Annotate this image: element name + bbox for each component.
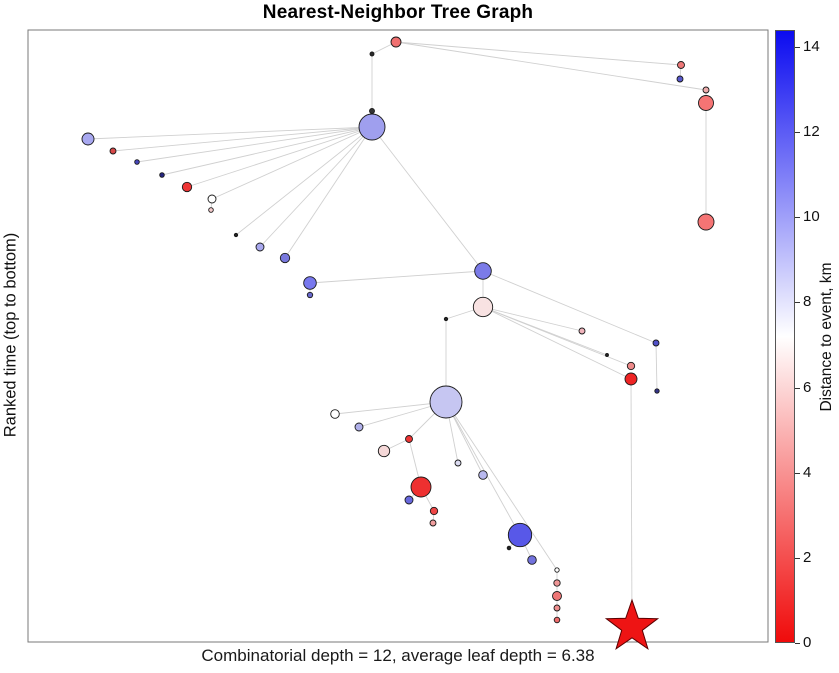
colorbar-label: Distance to event, km xyxy=(818,262,835,412)
event-edge xyxy=(630,378,633,628)
caption-text: Combinatorial depth = 12, average leaf d… xyxy=(201,646,595,665)
colorbar-tick xyxy=(795,472,800,474)
colorbar-tick xyxy=(795,47,800,48)
graph-node xyxy=(624,372,638,386)
colorbar-tick-label: 6 xyxy=(803,378,812,396)
graph-node xyxy=(474,262,492,280)
colorbar-tick-label: 2 xyxy=(803,548,812,566)
graph-node xyxy=(443,316,449,322)
graph-node xyxy=(506,545,512,551)
colorbar-tick-label: 10 xyxy=(803,208,820,226)
graph-edge xyxy=(309,270,484,284)
graph-edge xyxy=(655,342,658,392)
graph-node xyxy=(181,181,193,193)
colorbar-tick xyxy=(795,217,800,219)
graph-node xyxy=(553,604,561,612)
graph-node xyxy=(454,459,462,467)
graph-edge xyxy=(482,270,657,344)
graph-node xyxy=(652,339,660,347)
graph-node xyxy=(208,207,214,213)
graph-node xyxy=(697,213,715,231)
graph-node xyxy=(369,51,375,57)
plot-frame xyxy=(27,29,769,643)
colorbar-tick-label: 0 xyxy=(803,634,812,651)
graph-node xyxy=(626,361,636,371)
graph-node xyxy=(410,476,432,498)
graph-node xyxy=(654,388,660,394)
graph-node xyxy=(605,353,609,357)
graph-edge xyxy=(259,126,373,248)
colorbar xyxy=(775,30,795,643)
colorbar-tick xyxy=(795,643,800,644)
graph-node xyxy=(702,86,710,94)
graph-node xyxy=(255,242,265,252)
colorbar-tick xyxy=(795,557,800,559)
graph-node xyxy=(377,444,391,458)
graph-node xyxy=(109,147,117,155)
colorbar-tick xyxy=(795,387,800,389)
graph-node xyxy=(429,385,463,419)
graph-edge xyxy=(334,401,447,415)
graph-edge xyxy=(482,306,632,367)
graph-node xyxy=(478,470,488,480)
graph-node xyxy=(676,75,684,83)
graph-node xyxy=(472,296,494,318)
graph-node xyxy=(553,616,561,624)
graph-node xyxy=(698,95,714,111)
graph-node xyxy=(527,555,537,565)
graph-edge xyxy=(395,41,682,66)
graph-node xyxy=(354,422,364,432)
graph-edge xyxy=(395,41,707,91)
colorbar-tick-label: 4 xyxy=(803,463,812,481)
graph-edge xyxy=(445,401,558,571)
graph-node xyxy=(358,113,386,141)
graph-edge xyxy=(211,126,373,200)
graph-edge xyxy=(186,126,373,188)
graph-node xyxy=(279,252,291,264)
colorbar-tick-label: 8 xyxy=(803,293,812,311)
graph-edge xyxy=(371,126,484,272)
graph-node xyxy=(369,108,375,114)
graph-node xyxy=(554,567,560,573)
colorbar-tick-label: 12 xyxy=(803,123,820,141)
graph-edge xyxy=(482,306,632,380)
graph-edge xyxy=(482,306,583,332)
graph-node xyxy=(578,327,586,335)
graph-edge xyxy=(112,126,373,152)
graph-node xyxy=(405,435,413,443)
graph-node xyxy=(159,172,165,178)
colorbar-tick xyxy=(795,302,800,304)
graph-node xyxy=(552,591,562,601)
graph-node xyxy=(303,276,317,290)
graph-node xyxy=(81,132,95,146)
colorbar-tick xyxy=(795,132,800,134)
colorbar-tick-label: 14 xyxy=(803,38,820,55)
graph-node xyxy=(330,409,340,419)
graph-edge xyxy=(87,126,373,140)
graph-node xyxy=(306,291,314,299)
graph-edge xyxy=(161,126,373,176)
graph-node xyxy=(233,232,239,238)
graph-node xyxy=(507,522,533,548)
graph-node xyxy=(207,194,217,204)
graph-node xyxy=(134,159,140,165)
graph-edge xyxy=(136,126,373,163)
graph-node xyxy=(390,36,402,48)
graph-edge xyxy=(445,401,521,536)
graph-edge xyxy=(235,126,373,236)
graph-edge xyxy=(284,126,373,259)
graph-node xyxy=(404,495,414,505)
graph-node xyxy=(553,579,561,587)
graph-node xyxy=(429,506,439,516)
graph-node xyxy=(677,61,685,69)
event-star-marker xyxy=(604,598,660,651)
graph-node xyxy=(429,519,437,527)
chart-title: Nearest-Neighbor Tree Graph xyxy=(262,2,534,23)
